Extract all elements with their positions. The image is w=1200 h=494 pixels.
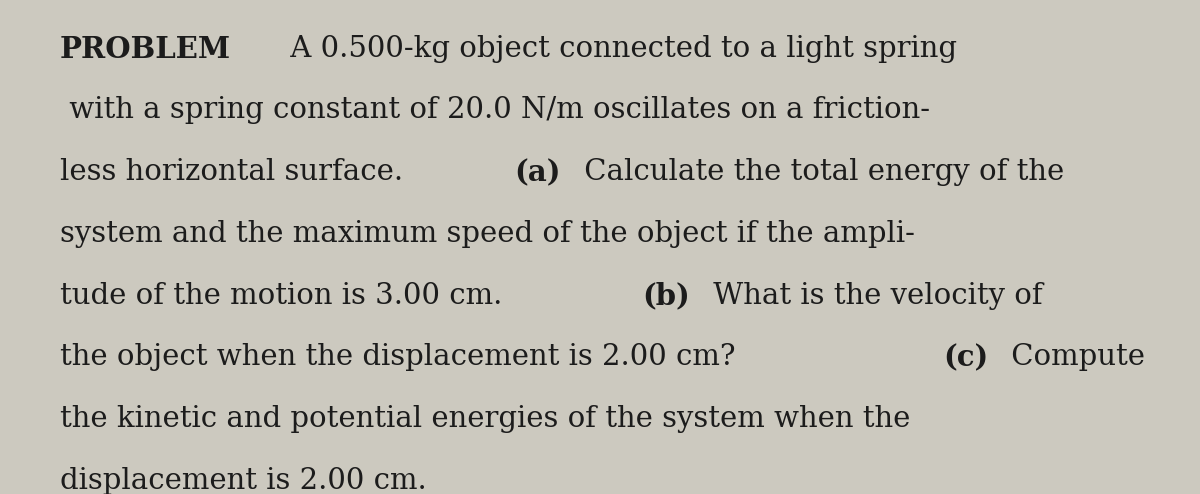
Text: (c): (c) [943, 343, 989, 372]
Text: (a): (a) [515, 158, 562, 187]
Text: Compute: Compute [1002, 343, 1145, 371]
Text: PROBLEM: PROBLEM [60, 35, 232, 64]
Text: the object when the displacement is 2.00 cm?: the object when the displacement is 2.00… [60, 343, 745, 371]
Text: with a spring constant of 20.0 N/m oscillates on a friction-: with a spring constant of 20.0 N/m oscil… [60, 96, 930, 124]
Text: less horizontal surface.: less horizontal surface. [60, 158, 413, 186]
Text: (b): (b) [643, 282, 690, 311]
Text: system and the maximum speed of the object if the ampli-: system and the maximum speed of the obje… [60, 220, 914, 248]
Text: A 0.500-kg object connected to a light spring: A 0.500-kg object connected to a light s… [281, 35, 956, 63]
Text: the kinetic and potential energies of the system when the: the kinetic and potential energies of th… [60, 405, 911, 433]
Text: displacement is 2.00 cm.: displacement is 2.00 cm. [60, 467, 427, 494]
Text: What is the velocity of: What is the velocity of [704, 282, 1043, 310]
Text: Calculate the total energy of the: Calculate the total energy of the [575, 158, 1064, 186]
Text: tude of the motion is 3.00 cm.: tude of the motion is 3.00 cm. [60, 282, 511, 310]
